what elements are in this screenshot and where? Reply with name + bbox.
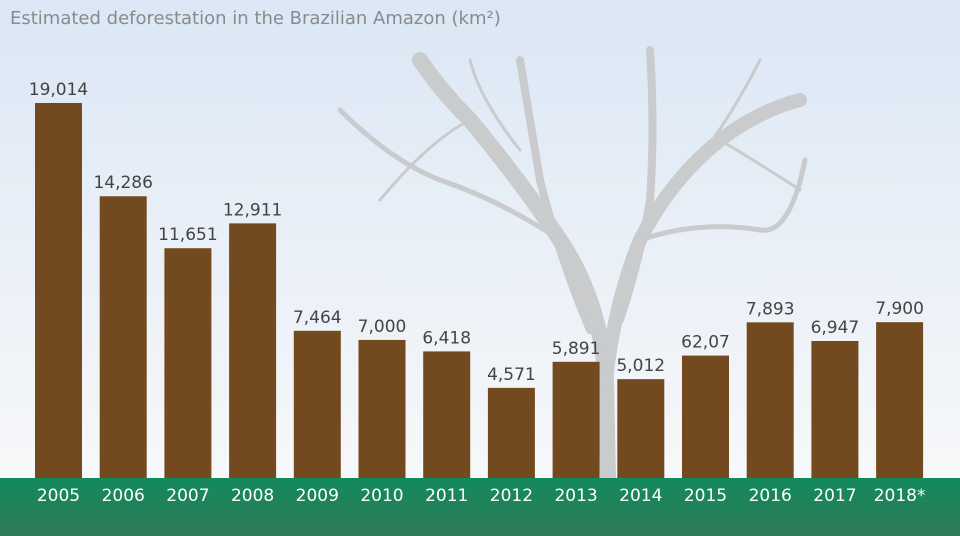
- value-label: 4,571: [487, 365, 536, 385]
- x-tick-label: 2005: [37, 486, 80, 506]
- bar: [617, 379, 665, 478]
- x-tick-label: 2011: [425, 486, 468, 506]
- bar: [229, 223, 277, 478]
- value-label: 11,651: [158, 225, 217, 245]
- value-label: 5,891: [552, 339, 601, 359]
- value-label: 62,07: [681, 333, 730, 353]
- x-tick-label: 2006: [102, 486, 145, 506]
- value-label: 19,014: [29, 80, 88, 100]
- value-label: 12,911: [223, 200, 282, 220]
- bar: [35, 103, 82, 478]
- background: [0, 0, 960, 478]
- value-label: 6,947: [811, 318, 860, 338]
- bar: [811, 340, 859, 478]
- bar: [358, 339, 406, 478]
- bar: [552, 361, 600, 478]
- bar: [487, 387, 535, 478]
- chart-title: Estimated deforestation in the Brazilian…: [10, 8, 501, 29]
- bar: [99, 196, 147, 479]
- x-tick-label: 2012: [490, 486, 533, 506]
- value-label: 14,286: [93, 173, 152, 193]
- value-label: 6,418: [422, 328, 471, 348]
- ground: [0, 478, 960, 536]
- value-label: 7,893: [746, 299, 795, 319]
- x-tick-label: 2018*: [874, 486, 926, 506]
- x-tick-label: 2010: [360, 486, 403, 506]
- x-tick-label: 2009: [296, 486, 339, 506]
- value-label: 5,012: [616, 356, 665, 376]
- x-tick-label: 2014: [619, 486, 662, 506]
- bar: [746, 322, 794, 478]
- value-label: 7,464: [293, 308, 342, 328]
- x-tick-label: 2007: [166, 486, 209, 506]
- x-tick-label: 2017: [813, 486, 856, 506]
- x-tick-label: 2015: [684, 486, 727, 506]
- x-tick-label: 2013: [554, 486, 597, 506]
- bar: [164, 248, 212, 478]
- value-label: 7,900: [875, 299, 924, 319]
- x-tick-label: 2016: [749, 486, 792, 506]
- tree: [337, 46, 808, 486]
- x-tick-label: 2008: [231, 486, 274, 506]
- value-label: 7,000: [358, 317, 407, 337]
- bar: [876, 322, 924, 478]
- bar: [293, 330, 341, 478]
- bar: [423, 351, 471, 478]
- bar: [682, 355, 729, 478]
